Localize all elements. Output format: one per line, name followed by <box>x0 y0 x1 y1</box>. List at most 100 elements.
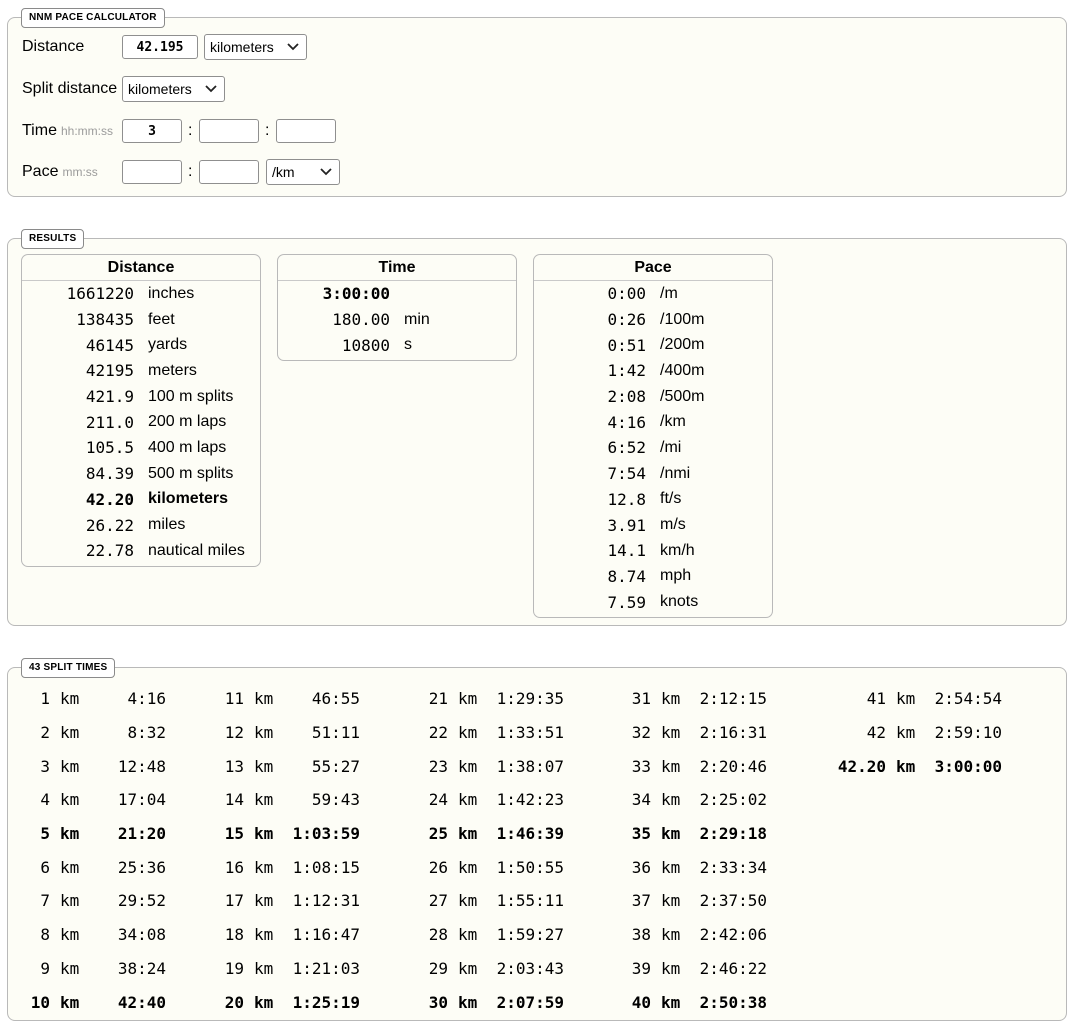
split-distance: 26 <box>428 857 448 877</box>
split-unit: km <box>60 958 80 978</box>
split-time: 1:03:59 <box>292 824 360 844</box>
result-unit: s <box>404 336 412 354</box>
split-row: 19 km 1:21:03 <box>204 952 360 986</box>
split-time: 2:20:46 <box>699 756 767 776</box>
split-unit: km <box>60 790 80 810</box>
split-unit: km <box>661 756 681 776</box>
pace-minutes-input[interactable] <box>122 160 182 184</box>
chevron-down-icon <box>204 82 218 96</box>
split-distance: 28 <box>428 925 448 945</box>
split-time: 2:59:10 <box>934 723 1002 743</box>
result-unit: nautical miles <box>148 541 245 559</box>
result-row: 105.5 400 m laps <box>22 435 260 461</box>
result-unit: knots <box>660 593 699 611</box>
split-unit-select[interactable]: kilometers <box>122 76 225 102</box>
split-time: 1:50:55 <box>496 857 564 877</box>
chevron-down-icon <box>286 40 300 54</box>
split-row: 30 km 2:07:59 <box>408 985 564 1019</box>
split-unit: km <box>254 958 274 978</box>
split-time: 1:33:51 <box>496 723 564 743</box>
result-row: 1661220 inches <box>22 281 260 307</box>
result-row: 7.59 knots <box>534 589 772 615</box>
split-row: 7 km 29:52 <box>20 884 166 918</box>
result-row: 0:51/200m <box>534 332 772 358</box>
split-unit: km <box>254 891 274 911</box>
result-value: 138435 <box>76 310 134 330</box>
distance-input[interactable] <box>122 35 198 59</box>
split-row: Split distance <box>22 77 117 101</box>
split-time: 25:36 <box>117 857 166 877</box>
split-row: 2 km 8:32 <box>20 716 166 750</box>
split-distance: 39 <box>631 958 651 978</box>
split-unit-value: kilometers <box>128 81 192 97</box>
split-row: 41 km 2:54:54 <box>816 682 1002 716</box>
result-unit: 500 m splits <box>148 464 234 482</box>
split-distance: 14 <box>224 790 244 810</box>
result-row: 211.0 200 m laps <box>22 409 260 435</box>
split-row: 8 km 34:08 <box>20 918 166 952</box>
result-unit: ft/s <box>660 490 682 508</box>
split-time: 51:11 <box>311 723 360 743</box>
split-row: 9 km 38:24 <box>20 952 166 986</box>
split-time: 2:16:31 <box>699 723 767 743</box>
split-unit: km <box>254 992 274 1012</box>
pace-results-header: Pace <box>534 255 772 281</box>
split-distance: 9 <box>40 958 50 978</box>
split-row: 37 km 2:37:50 <box>611 884 767 918</box>
split-unit: km <box>896 723 916 743</box>
result-unit: inches <box>148 284 195 302</box>
split-unit: km <box>661 958 681 978</box>
split-row: 13 km 55:27 <box>204 749 360 783</box>
split-time: 46:55 <box>311 689 360 709</box>
result-unit: /400m <box>660 361 705 379</box>
split-unit: km <box>458 992 478 1012</box>
split-time: 59:43 <box>311 790 360 810</box>
pace-format-hint: mm:ss <box>62 165 98 179</box>
time-label: Time <box>22 122 57 139</box>
result-unit: /mi <box>660 438 682 456</box>
result-unit: miles <box>148 516 186 534</box>
result-value: 7:54 <box>607 464 646 484</box>
split-column: 11 km 46:55 12 km 51:11 13 km 55:27 14 km 59:43 15 km… <box>204 682 360 1019</box>
split-distance: 25 <box>428 824 448 844</box>
split-row: 11 km 46:55 <box>204 682 360 716</box>
split-distance: 42 <box>866 723 886 743</box>
result-row: 6:52/mi <box>534 435 772 461</box>
split-time: 1:16:47 <box>292 925 360 945</box>
split-unit: km <box>254 925 274 945</box>
split-time: 2:12:15 <box>699 689 767 709</box>
pace-unit-select[interactable]: /km <box>266 159 340 185</box>
result-row: 12.8 ft/s <box>534 487 772 513</box>
result-value: 0:51 <box>607 335 646 355</box>
result-value: 46145 <box>85 335 134 355</box>
split-time: 2:54:54 <box>934 689 1002 709</box>
result-value: 26.22 <box>85 515 134 535</box>
result-row: 0:26/100m <box>534 307 772 333</box>
split-unit: km <box>60 723 80 743</box>
result-unit: /100m <box>660 310 705 328</box>
result-unit: /200m <box>660 336 705 354</box>
result-value: 10800 <box>341 335 390 355</box>
result-row: 1:42/400m <box>534 358 772 384</box>
result-row: 42.20 kilometers <box>22 487 260 513</box>
result-unit: km/h <box>660 541 695 559</box>
split-unit: km <box>254 756 274 776</box>
split-time: 38:24 <box>117 958 166 978</box>
time-hours-input[interactable] <box>122 119 182 143</box>
time-seconds-input[interactable] <box>276 119 336 143</box>
split-time: 29:52 <box>117 891 166 911</box>
split-distance: 7 <box>40 891 50 911</box>
result-unit: kilometers <box>148 490 229 508</box>
split-distance: 19 <box>224 958 244 978</box>
split-unit: km <box>661 891 681 911</box>
split-time: 2:03:43 <box>496 958 564 978</box>
distance-results-header: Distance <box>22 255 260 281</box>
time-minutes-input[interactable] <box>199 119 259 143</box>
split-distance: 37 <box>631 891 651 911</box>
distance-unit-select[interactable]: kilometers <box>204 34 307 60</box>
split-row: 1 km 4:16 <box>20 682 166 716</box>
pace-seconds-input[interactable] <box>199 160 259 184</box>
time-colon: : <box>265 122 270 139</box>
split-distance: 40 <box>631 992 651 1012</box>
split-time: 1:42:23 <box>496 790 564 810</box>
